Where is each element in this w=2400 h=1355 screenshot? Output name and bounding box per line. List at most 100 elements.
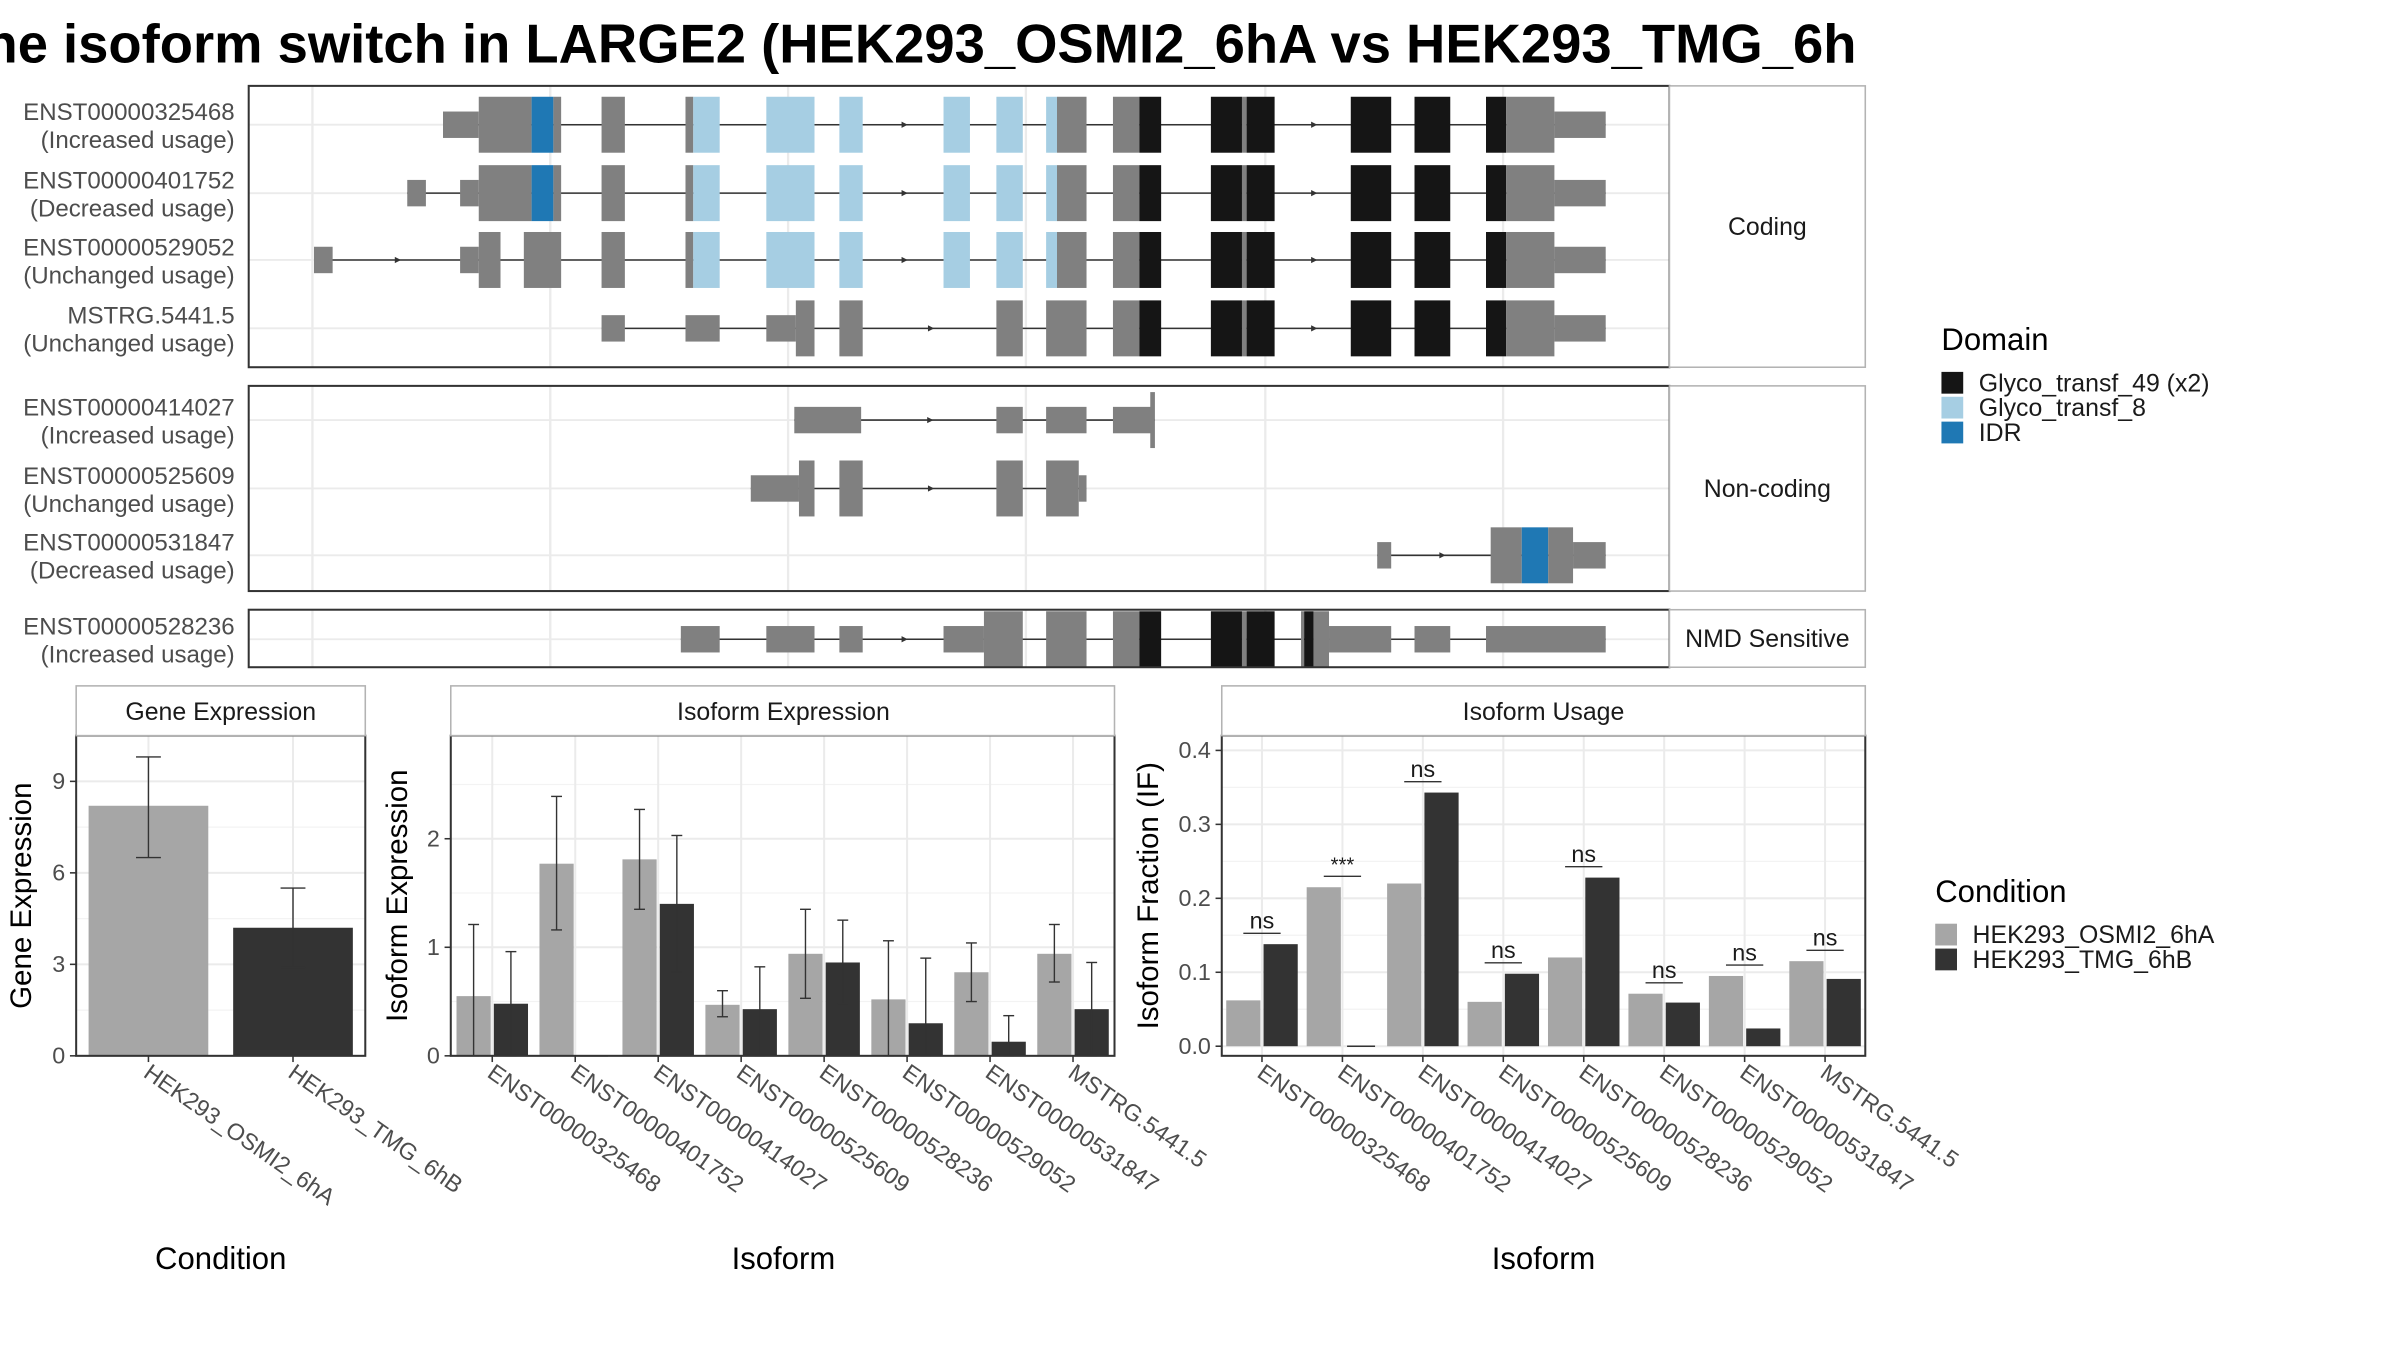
chart-title: Gene Expression bbox=[125, 698, 316, 726]
exon-g49 bbox=[1210, 165, 1242, 222]
transcript-usage-label: (Decreased usage) bbox=[30, 195, 235, 222]
exon-cds bbox=[685, 231, 694, 288]
exon-g8 bbox=[943, 165, 970, 222]
legend-item-label: Glyco_transf_49 (x2) bbox=[1979, 369, 2210, 397]
transcript-ENST00000529052: ENST00000529052(Unchanged usage) bbox=[23, 231, 1606, 289]
facet-strip bbox=[1668, 608, 1867, 669]
exon-cds bbox=[553, 96, 562, 153]
bar-series-1 bbox=[1826, 978, 1861, 1047]
exon-cds bbox=[601, 165, 625, 222]
exon-g49 bbox=[1350, 231, 1392, 288]
transcript-id-label: ENST00000528236 bbox=[23, 614, 235, 641]
exon-g8 bbox=[693, 165, 720, 222]
exon-cds bbox=[1506, 300, 1555, 357]
significance-label: ns bbox=[1411, 756, 1436, 782]
bar-series-1 bbox=[1424, 792, 1459, 1047]
x-axis-label: Isoform bbox=[1492, 1241, 1596, 1276]
exon-g8 bbox=[943, 96, 970, 153]
facet-strip-label: Coding bbox=[1728, 213, 1807, 241]
y-tick-label: 0.4 bbox=[1178, 737, 1210, 763]
exon-cds bbox=[1046, 611, 1087, 668]
facet-strip bbox=[1668, 385, 1867, 592]
exon-g49 bbox=[1139, 300, 1162, 357]
exon-g49 bbox=[1486, 231, 1507, 288]
x-axis-label: Isoform bbox=[732, 1241, 836, 1276]
exon-utr bbox=[443, 111, 479, 138]
exon-cds bbox=[1112, 96, 1140, 153]
exon-cds bbox=[1301, 611, 1305, 668]
transcript-ENST00000531847: ENST00000531847(Decreased usage) bbox=[23, 527, 1606, 585]
exon-cds bbox=[1548, 527, 1574, 584]
exon-g49 bbox=[1350, 300, 1392, 357]
chart-title-strip bbox=[1220, 685, 1867, 737]
exon-g49 bbox=[1246, 611, 1275, 668]
intron-direction-arrow bbox=[901, 121, 908, 128]
exon-utr bbox=[839, 626, 863, 653]
exon-g49 bbox=[1246, 165, 1275, 222]
bar-series-0 bbox=[1547, 957, 1583, 1047]
exon-utr bbox=[1329, 626, 1392, 653]
exon-utr bbox=[766, 626, 815, 653]
transcript-id-label: MSTRG.5441.5 bbox=[67, 303, 234, 330]
exon-cds bbox=[1506, 96, 1555, 153]
intron-direction-arrow bbox=[1311, 325, 1318, 332]
y-tick-label: 0.2 bbox=[1178, 885, 1210, 911]
exon-cds bbox=[601, 231, 625, 288]
exon-cds bbox=[478, 96, 532, 153]
exon-g49 bbox=[1210, 611, 1242, 668]
significance-label: *** bbox=[1331, 855, 1355, 877]
exon-cds bbox=[1112, 300, 1140, 357]
exon-g8 bbox=[766, 96, 815, 153]
legend-item-label: Glyco_transf_8 bbox=[1979, 394, 2146, 422]
exon-utr bbox=[1486, 626, 1606, 653]
exon-g8 bbox=[766, 165, 815, 222]
exon-utr bbox=[1046, 406, 1087, 434]
bar-series-0 bbox=[1387, 883, 1422, 1047]
legend-swatch bbox=[1941, 371, 1964, 394]
intron-direction-arrow bbox=[1439, 552, 1446, 559]
exon-cds bbox=[1241, 96, 1247, 153]
exon-g49 bbox=[1486, 300, 1507, 357]
exon-g49 bbox=[1414, 96, 1451, 153]
transcript-id-label: ENST00000529052 bbox=[23, 234, 235, 261]
exon-idr bbox=[1521, 527, 1549, 584]
transcript-id-label: ENST00000325468 bbox=[23, 99, 235, 126]
y-tick-label: 0 bbox=[427, 1043, 440, 1069]
intron-direction-arrow bbox=[394, 256, 402, 264]
significance-label: ns bbox=[1250, 908, 1275, 934]
exon-utr bbox=[996, 406, 1023, 434]
exon-cds bbox=[1112, 611, 1140, 668]
exon-utr bbox=[1554, 246, 1606, 274]
exon-cds bbox=[996, 300, 1023, 357]
exon-utr bbox=[750, 475, 799, 502]
exon-cds bbox=[1506, 231, 1555, 288]
bar-series-1 bbox=[1585, 877, 1620, 1047]
exon-cds bbox=[798, 460, 815, 517]
exon-idr bbox=[531, 96, 554, 153]
intron-direction-arrow bbox=[901, 256, 908, 264]
exon-utr bbox=[1414, 626, 1451, 653]
exon-g8 bbox=[766, 231, 815, 288]
exon-g49 bbox=[1350, 165, 1392, 222]
transcript-id-label: ENST00000401752 bbox=[23, 167, 235, 194]
exon-utr bbox=[1554, 179, 1606, 207]
exon-utr bbox=[460, 246, 479, 274]
structure-panel-2: ENST00000528236(Increased usage) NMD Sens… bbox=[23, 608, 1867, 669]
significance-label: ns bbox=[1491, 937, 1516, 963]
bar-series-1 bbox=[1665, 1002, 1700, 1047]
legend-domain: Domain Glyco_transf_49 (x2)Glyco_transf_8… bbox=[1941, 322, 2210, 447]
facet-strip-label: NMD Sensitive bbox=[1685, 625, 1849, 653]
exon-g49 bbox=[1139, 611, 1162, 668]
exon-g49 bbox=[1350, 96, 1392, 153]
exon-cds bbox=[839, 300, 863, 357]
intron-direction-arrow bbox=[1311, 190, 1318, 197]
transcript-id-label: ENST00000531847 bbox=[23, 530, 235, 557]
exon-g49 bbox=[1414, 300, 1451, 357]
transcript-ENST00000525609: ENST00000525609(Unchanged usage) bbox=[23, 460, 1087, 518]
bar-series-0 bbox=[1628, 993, 1663, 1047]
exon-cds bbox=[1241, 165, 1247, 222]
exon-cds bbox=[1241, 231, 1247, 288]
exon-g8 bbox=[1046, 165, 1057, 222]
